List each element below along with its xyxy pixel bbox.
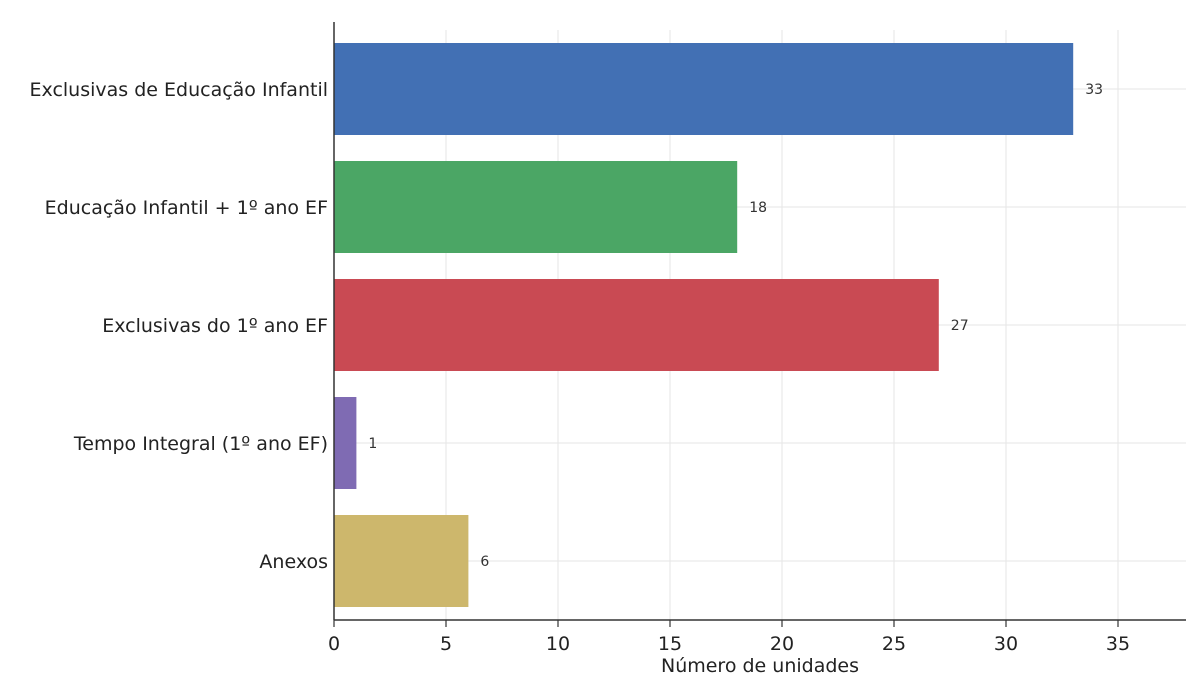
x-ticks: 0 5 10 15 20 25 30 35 bbox=[328, 620, 1130, 655]
x-axis-title: Número de unidades bbox=[661, 655, 859, 677]
value-labels: 33 18 27 1 6 bbox=[368, 82, 1103, 570]
bar bbox=[334, 43, 1074, 135]
x-tick-label: 5 bbox=[440, 633, 452, 655]
x-tick-label: 35 bbox=[1106, 633, 1130, 655]
value-label: 1 bbox=[368, 436, 377, 452]
category-label: Anexos bbox=[259, 551, 328, 573]
category-label: Tempo Integral (1º ano EF) bbox=[73, 433, 328, 455]
x-tick-label: 20 bbox=[770, 633, 794, 655]
category-labels: Exclusivas de Educação Infantil Educação … bbox=[30, 79, 328, 573]
value-label: 18 bbox=[749, 200, 767, 216]
bars bbox=[334, 43, 1074, 607]
x-tick-label: 25 bbox=[882, 633, 906, 655]
bar bbox=[334, 279, 939, 371]
category-label: Exclusivas do 1º ano EF bbox=[102, 315, 328, 337]
category-label: Educação Infantil + 1º ano EF bbox=[45, 197, 328, 219]
x-tick-label: 0 bbox=[328, 633, 340, 655]
value-label: 6 bbox=[480, 554, 489, 570]
value-label: 33 bbox=[1085, 82, 1103, 98]
x-tick-label: 30 bbox=[994, 633, 1018, 655]
x-tick-label: 10 bbox=[546, 633, 570, 655]
axes bbox=[333, 22, 1186, 621]
bar bbox=[334, 397, 357, 489]
value-label: 27 bbox=[951, 318, 969, 334]
x-tick-label: 15 bbox=[658, 633, 682, 655]
bar bbox=[334, 515, 469, 607]
category-label: Exclusivas de Educação Infantil bbox=[30, 79, 328, 101]
bar bbox=[334, 161, 738, 253]
